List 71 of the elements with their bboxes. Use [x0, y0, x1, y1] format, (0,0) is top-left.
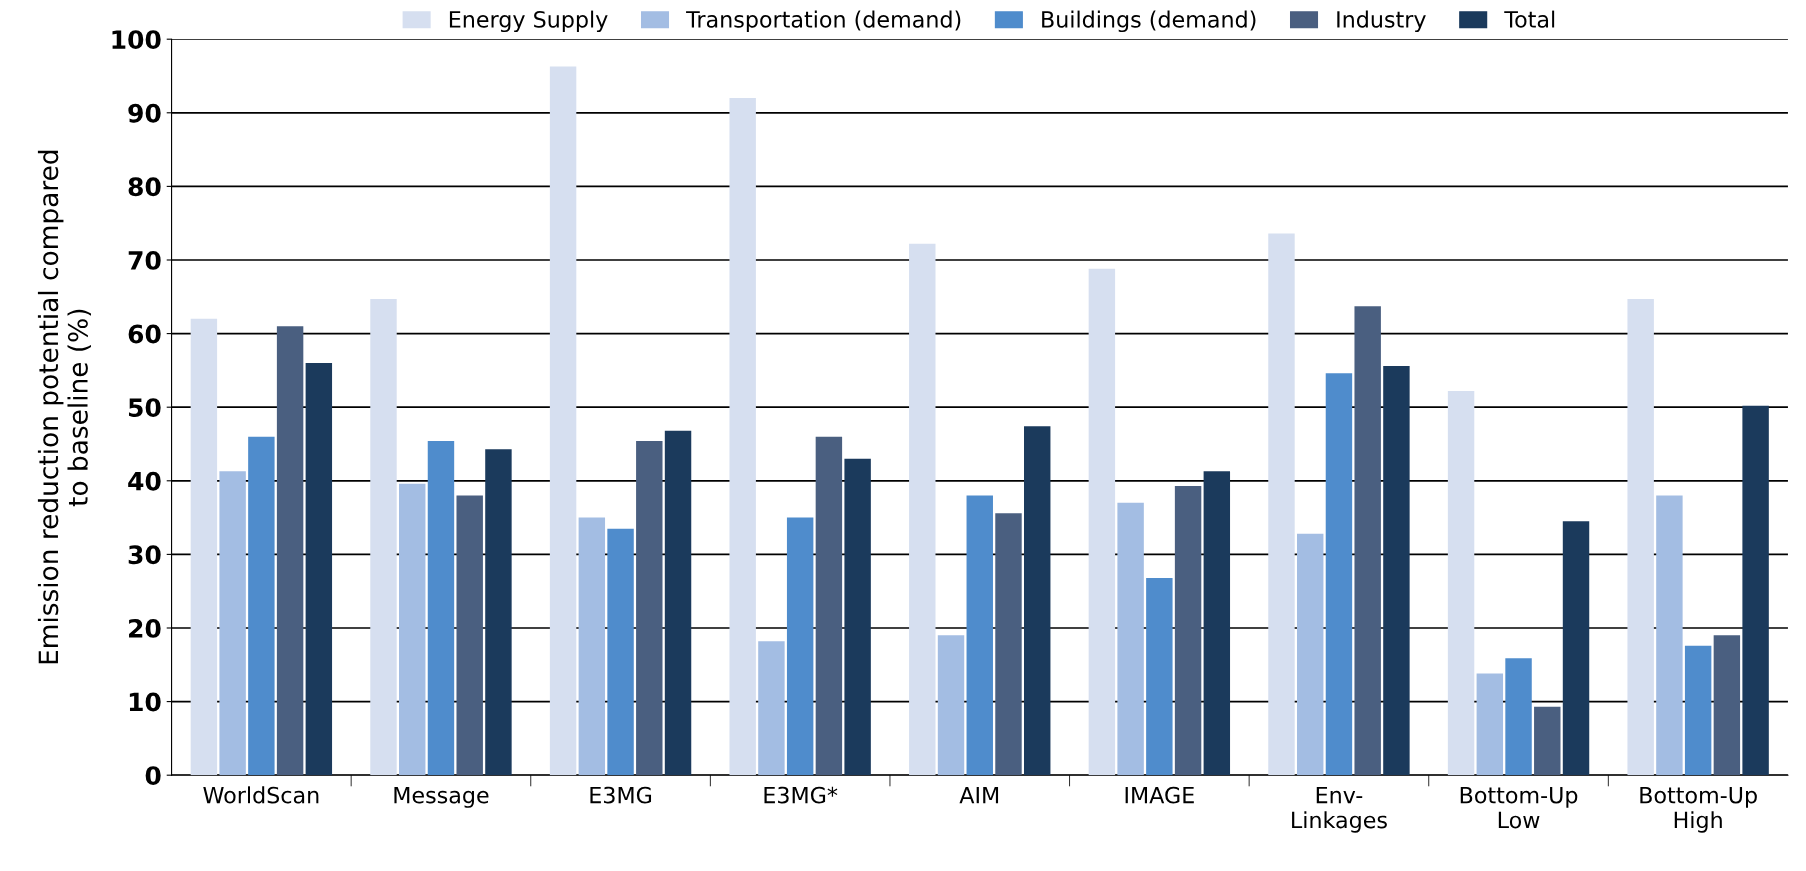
bar [1713, 635, 1741, 776]
bar [219, 471, 246, 776]
legend-label: Buildings (demand) [1042, 10, 1256, 33]
y-tick-label: 30 [128, 545, 161, 565]
bar [1024, 426, 1051, 776]
x-tick-label: Bottom-Up Low [1460, 786, 1578, 829]
legend-label: Energy Supply [449, 10, 608, 33]
legend-label: Total [1504, 10, 1555, 28]
legend-label: Industry [1337, 10, 1426, 33]
bar [578, 517, 606, 776]
bar [995, 513, 1022, 776]
bar [1296, 533, 1324, 776]
bar [1627, 299, 1654, 776]
bar [1383, 365, 1410, 776]
x-tick-label: IMAGE [1125, 786, 1194, 804]
bar [248, 436, 275, 776]
x-tick-label: Bottom-Up High [1640, 786, 1757, 833]
bar [276, 326, 304, 776]
y-tick-label: 80 [128, 177, 161, 197]
bar [1325, 373, 1353, 776]
bar [1174, 485, 1202, 776]
x-tick-label: E3MG [590, 786, 652, 804]
bar [909, 243, 936, 776]
y-axis-title: Emission reduction potential compared to baseline (%) [37, 150, 91, 664]
bar [190, 318, 218, 776]
bar [305, 363, 333, 776]
y-tick-label: 40 [128, 471, 161, 491]
x-tick-label: Env- Linkages [1292, 786, 1387, 833]
bar [1354, 306, 1381, 776]
bar [485, 449, 512, 776]
bar [1505, 658, 1532, 776]
y-tick-label: 90 [128, 103, 161, 123]
bar [370, 299, 397, 776]
bar [549, 66, 577, 776]
y-tick-label: 10 [129, 692, 161, 712]
y-tick-label: 0 [145, 766, 161, 786]
bar [844, 458, 871, 776]
x-tick-label: Message [394, 786, 489, 808]
bar [1146, 577, 1173, 776]
bar [1117, 502, 1144, 776]
y-tick-label: 60 [128, 324, 161, 344]
bar [399, 483, 426, 776]
y-tick-label: 100 [112, 30, 161, 50]
bar [1534, 706, 1561, 776]
y-tick-label: 70 [128, 250, 161, 270]
bar [427, 441, 455, 776]
bar [815, 436, 843, 776]
x-tick-label: WorldScan [203, 786, 319, 804]
bar [636, 441, 663, 776]
bar [786, 517, 814, 776]
x-tick-label: E3MG* [764, 786, 838, 804]
bar [1742, 405, 1769, 776]
bar [1447, 391, 1475, 776]
bar [1203, 471, 1231, 776]
bar [758, 641, 785, 776]
legend-label: Transportation (demand) [686, 10, 961, 33]
bar [1656, 495, 1683, 776]
bar [966, 495, 993, 776]
bar [937, 635, 965, 776]
bar [664, 430, 692, 776]
y-tick-label: 50 [128, 398, 161, 418]
bar [1088, 268, 1116, 776]
bar [1268, 233, 1295, 776]
bar [1562, 521, 1590, 776]
y-tick-label: 20 [129, 618, 161, 638]
x-tick-label: AIM [959, 786, 999, 804]
bar [456, 495, 483, 776]
bar [607, 528, 634, 776]
bar [1684, 645, 1712, 776]
bar [1476, 673, 1504, 776]
bar [729, 98, 756, 776]
